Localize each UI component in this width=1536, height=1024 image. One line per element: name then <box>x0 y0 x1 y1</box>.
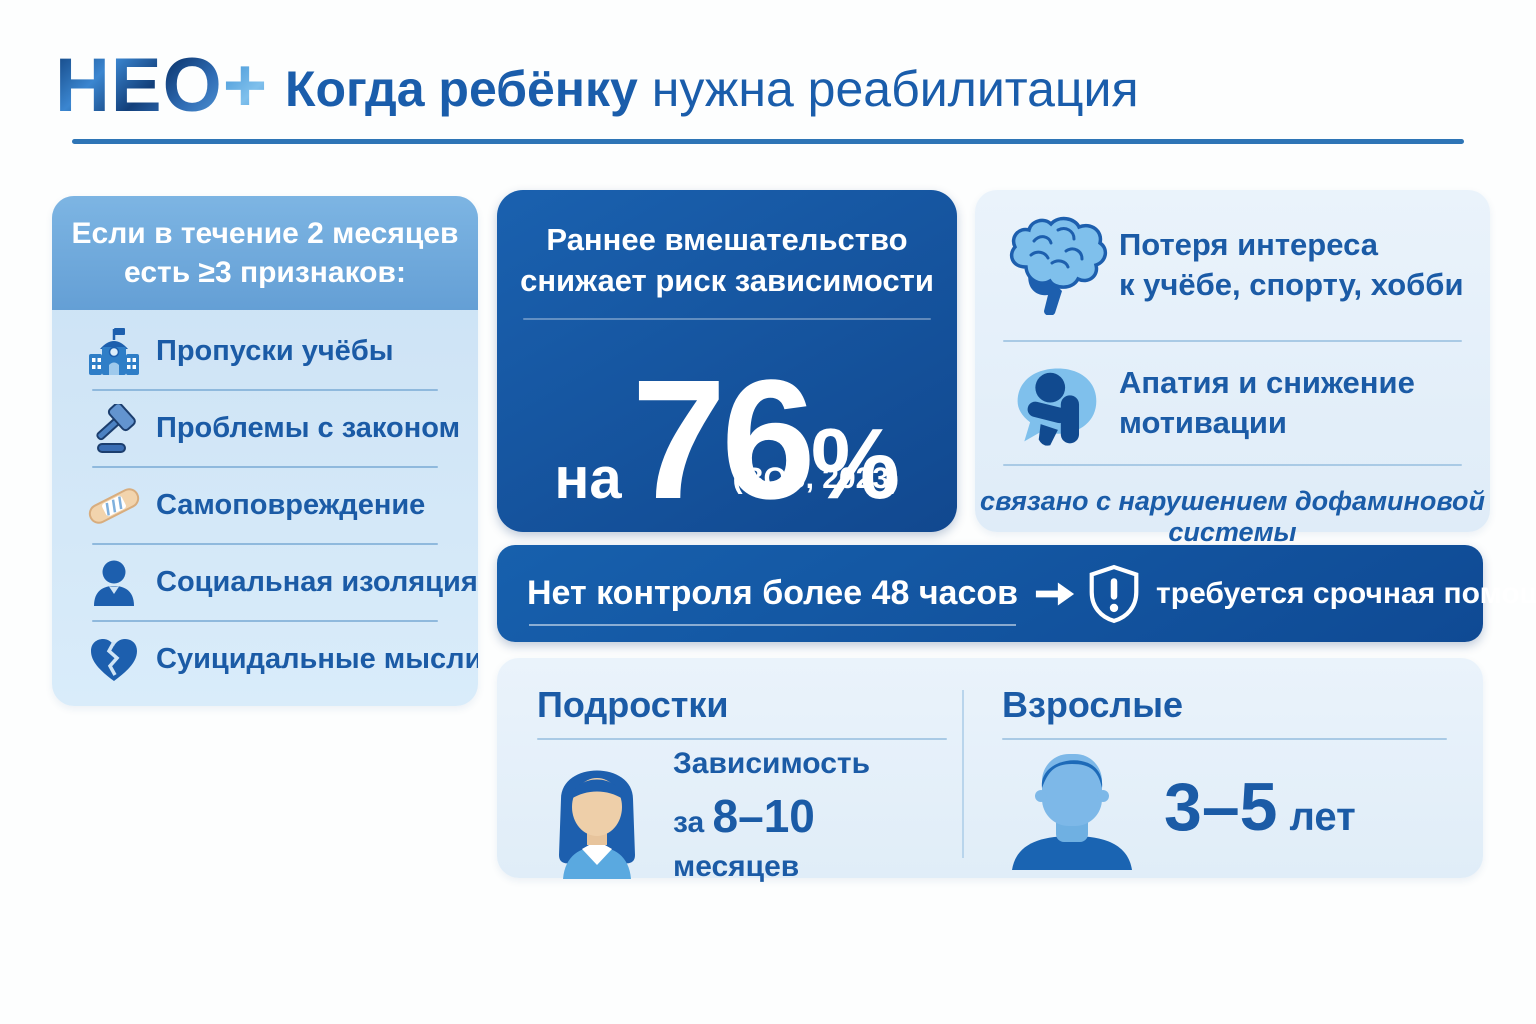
signs-panel-heading: Если в течение 2 месяцев есть ≥3 признак… <box>52 196 478 310</box>
symptom-item: Потеря интереса к учёбе, спорту, хобби <box>975 190 1490 340</box>
teens-prefix: за <box>673 805 713 839</box>
list-item: Проблемы с законом <box>86 391 460 466</box>
page-title-strong: Когда ребёнку <box>285 61 638 117</box>
adults-suffix: лет <box>1289 795 1356 839</box>
symptoms-footnote: связано с нарушением дофаминовой системы <box>980 486 1485 547</box>
broken-heart-icon <box>86 637 142 683</box>
brand-logo-text: НЕО <box>55 43 223 128</box>
symptom-text: Апатия и снижение мотивации <box>1119 363 1415 444</box>
outcomes-panel: Подростки Зависимость за 8–10 месяцев <box>497 658 1483 883</box>
list-item: Суицидальные мысли <box>86 622 478 697</box>
list-divider <box>92 466 438 468</box>
symptoms-divider <box>1003 340 1462 342</box>
symptom-line2: к учёбе, спорту, хобби <box>1119 267 1464 302</box>
list-item-label: Пропуски учёбы <box>156 335 394 367</box>
teens-line2: за 8–10 месяцев <box>673 785 947 888</box>
school-icon <box>86 327 142 377</box>
stat-heading-line1: Раннее вмешательство <box>546 222 908 257</box>
brand-logo-plus-icon: + <box>222 43 269 128</box>
stat-value-group: на 76 % <box>497 355 957 525</box>
symptom-line1: Апатия и снижение <box>1119 364 1415 400</box>
gavel-icon <box>86 403 142 454</box>
bandage-icon <box>86 484 142 528</box>
list-item-label: Проблемы с законом <box>156 412 461 444</box>
apathy-person-icon <box>1001 355 1111 451</box>
adults-value: 3–5 <box>1164 769 1278 845</box>
adults-title: Взрослые <box>1002 684 1184 725</box>
list-divider <box>92 620 438 622</box>
stat-heading: Раннее вмешательство снижает риск зависи… <box>497 190 957 302</box>
list-item: Пропуски учёбы <box>86 314 444 389</box>
outcomes-vertical-divider <box>962 690 964 858</box>
person-icon <box>86 559 142 607</box>
symptom-text: Потеря интереса к учёбе, спорту, хобби <box>1119 225 1464 306</box>
teen-girl-avatar <box>537 753 657 879</box>
stat-divider <box>523 317 931 320</box>
list-item-label: Самоповреждение <box>156 489 426 521</box>
stat-prefix: на <box>554 446 622 511</box>
teens-divider <box>537 738 947 740</box>
list-divider <box>92 543 438 545</box>
list-item: Социальная изоляция <box>86 545 478 620</box>
list-item-label: Социальная изоляция <box>156 566 478 598</box>
stat-value: 76 <box>631 345 816 535</box>
symptom-item: Апатия и снижение мотивации <box>975 342 1490 464</box>
brand-logo: НЕО+ <box>55 48 268 124</box>
symptoms-divider <box>1003 464 1462 466</box>
teens-value: 8–10 <box>712 789 815 842</box>
arrow-right-icon <box>1034 578 1076 610</box>
adults-divider <box>1002 738 1447 740</box>
banner-action: требуется срочная помощь <box>1156 576 1536 610</box>
teens-line1: Зависимость <box>673 747 871 780</box>
list-divider <box>92 389 438 391</box>
signs-heading-line2: есть ≥3 признаков: <box>124 256 406 289</box>
list-item-label: Суицидальные мысли <box>156 643 478 675</box>
symptom-line2: мотивации <box>1119 405 1287 440</box>
teens-text: Зависимость за 8–10 месяцев <box>673 744 947 887</box>
adults-column: Взрослые 3–5 лет <box>1002 684 1447 870</box>
banner-condition: Нет контроля более 48 часов <box>527 574 1019 626</box>
signs-panel: Если в течение 2 месяцев есть ≥3 признак… <box>52 196 478 706</box>
symptom-line1: Потеря интереса <box>1119 226 1378 262</box>
page-title-rest: нужна реабилитация <box>637 61 1139 117</box>
early-intervention-card: Раннее вмешательство снижает риск зависи… <box>497 190 957 532</box>
signs-heading-line1: Если в течение 2 месяцев <box>71 217 459 250</box>
teens-title: Подростки <box>537 684 729 725</box>
symptoms-panel: Потеря интереса к учёбе, спорту, хобби А… <box>975 190 1490 547</box>
header-divider <box>72 139 1464 144</box>
adults-text: 3–5 лет <box>1164 768 1356 846</box>
stat-heading-line2: снижает риск зависимости <box>520 262 934 298</box>
brain-icon <box>1001 215 1111 315</box>
signs-list: Пропуски учёбы Проблемы с законом <box>52 310 478 697</box>
teens-suffix: месяцев <box>673 849 800 883</box>
teens-content: Зависимость за 8–10 месяцев <box>537 744 947 887</box>
adults-content: 3–5 лет <box>1002 744 1447 870</box>
stat-source: (ВОЗ, 2023) <box>732 462 899 495</box>
page-title: Когда ребёнку нужна реабилитация <box>285 62 1139 117</box>
alert-shield-icon <box>1088 564 1140 624</box>
urgent-help-banner: Нет контроля более 48 часов требуется ср… <box>497 545 1536 642</box>
adult-man-avatar <box>1002 744 1142 870</box>
teens-column: Подростки Зависимость за 8–10 месяцев <box>537 684 947 887</box>
list-item: Самоповреждение <box>86 468 444 543</box>
stat-percent-sign: % <box>810 408 900 520</box>
